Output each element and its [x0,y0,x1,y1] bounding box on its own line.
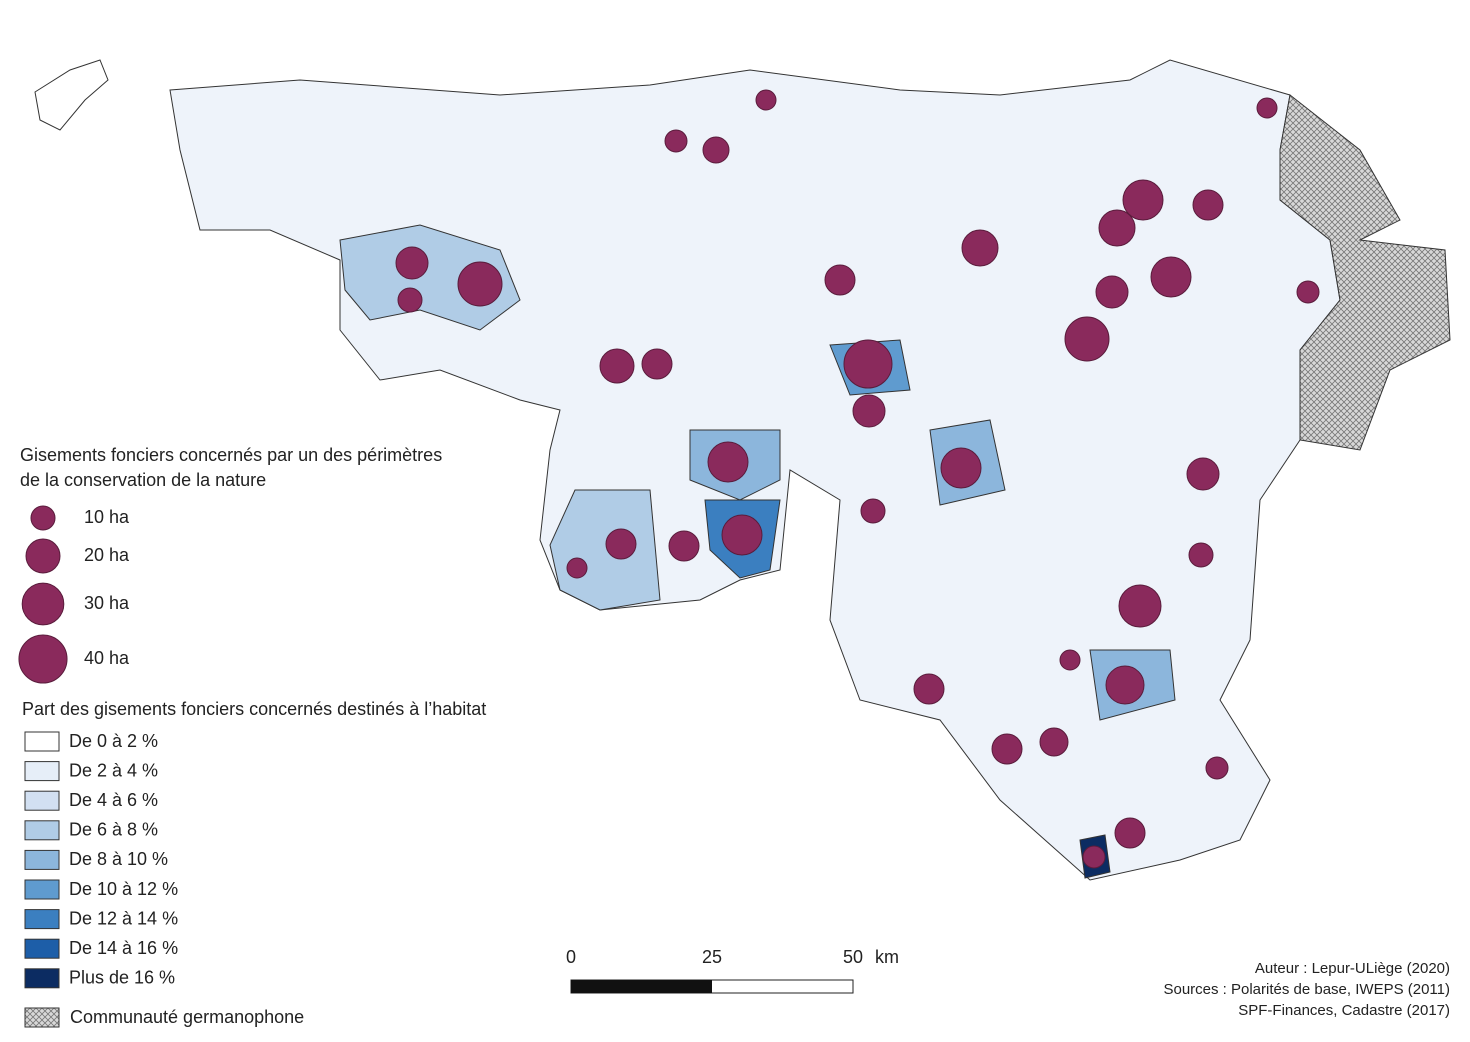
bubble [1192,189,1224,221]
bubble [1256,97,1278,119]
legend-swatch [24,968,60,989]
bubble [1098,209,1136,247]
legend-label: De 2 à 4 % [69,760,158,780]
bubble [668,530,700,562]
legend-label: De 0 à 2 % [69,731,158,751]
legend: Gisements fonciers concernés par un des … [18,445,486,1028]
scale-tick-label: 0 [566,947,576,967]
bubble [961,229,999,267]
bubble [755,89,777,111]
legend-label: 10 ha [84,507,130,527]
bubble [397,287,423,313]
legend-title: Gisements fonciers concernés par un des … [20,445,442,465]
legend-label: De 4 à 6 % [69,790,158,810]
scale-bar-segment [571,980,712,993]
germanophone-area [1279,94,1451,451]
legend-bubble [30,505,56,531]
legend-label: Plus de 16 % [69,968,175,988]
bubble [1059,649,1081,671]
bubble [599,348,635,384]
legend-label: 40 ha [84,648,130,668]
bubble [457,261,503,307]
legend-bubble [21,582,65,626]
legend-label: De 8 à 10 % [69,849,168,869]
bubble [395,246,429,280]
bubble [1188,542,1214,568]
legend-swatch [24,909,60,930]
bubble [991,733,1023,765]
credit-line: Sources : Polarités de base, IWEPS (2011… [1163,981,1450,998]
legend-label: De 14 à 16 % [69,938,178,958]
bubble [1205,756,1229,780]
bubble [1296,280,1320,304]
bubble [1118,584,1162,628]
bubble [641,348,673,380]
legend-swatch [24,790,60,811]
legend-swatch [24,849,60,870]
bubble [913,673,945,705]
scale-tick-label: 50 [843,947,863,967]
bubble [702,136,730,164]
bubble [1039,727,1069,757]
bubble [1114,817,1146,849]
legend-swatch [24,761,60,782]
bubble [1105,665,1145,705]
scale-unit: km [875,947,899,967]
bubble [940,447,982,489]
credits: Auteur : Lepur-ULiège (2020) Sources : Po… [1163,960,1450,1019]
legend-label: 20 ha [84,545,130,565]
legend-label: 30 ha [84,593,130,613]
bubble [721,514,763,556]
bubbles [395,89,1320,869]
legend-label: De 6 à 8 % [69,820,158,840]
legend-label: De 10 à 12 % [69,879,178,899]
bubble [1186,457,1220,491]
bubble [852,394,886,428]
bubble [843,339,893,389]
bubble [566,557,588,579]
bubble [605,528,637,560]
enclave [34,59,109,131]
credit-line: Auteur : Lepur-ULiège (2020) [1255,960,1450,977]
legend-label: Communauté germanophone [70,1007,304,1027]
legend-title: Part des gisements fonciers concernés de… [22,699,486,719]
bubble [1150,256,1192,298]
scale-tick-label: 25 [702,947,722,967]
bubble [707,441,749,483]
bubble [1122,179,1164,221]
legend-label: De 12 à 14 % [69,908,178,928]
legend-title: de la conservation de la nature [20,470,266,490]
legend-bubble [25,538,61,574]
legend-swatch [24,879,60,900]
bubble [1064,316,1110,362]
legend-swatch [24,938,60,959]
legend-bubble [18,634,68,684]
bubble [1095,275,1129,309]
bubble [824,264,856,296]
bubble [664,129,688,153]
scale-bar: 0 25 50 km [566,947,899,994]
legend-swatch [24,820,60,841]
bubble [1082,845,1106,869]
shaded-area [549,489,661,611]
bubble [860,498,886,524]
legend-swatch [24,731,60,752]
legend-swatch [24,1007,60,1028]
map [34,59,1451,881]
credit-line: SPF-Finances, Cadastre (2017) [1238,1002,1450,1019]
